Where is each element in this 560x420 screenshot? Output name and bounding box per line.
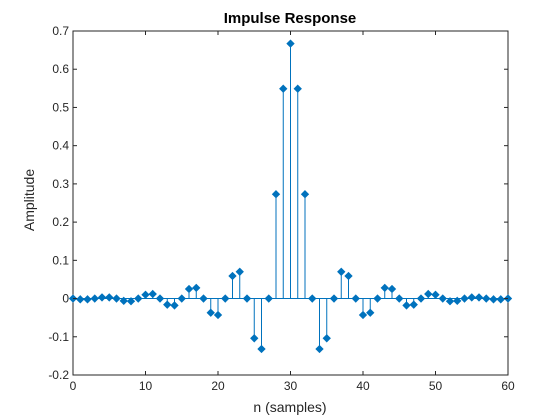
stem-marker <box>148 289 157 299</box>
stem-marker <box>358 310 368 320</box>
stem-marker <box>184 284 194 294</box>
stem-marker <box>90 294 99 303</box>
stem-marker <box>424 289 433 299</box>
stem-markers <box>68 39 513 354</box>
x-tick-label: 0 <box>70 379 77 393</box>
y-tick-label: -0.2 <box>48 368 69 382</box>
stem-marker <box>271 190 281 199</box>
stem-marker <box>373 294 382 303</box>
stem-marker <box>228 271 237 281</box>
stem-marker <box>177 294 186 303</box>
stem-marker <box>416 294 426 303</box>
x-tick-label: 60 <box>501 379 515 393</box>
stem-marker <box>293 84 302 93</box>
stem-marker <box>431 290 440 299</box>
stem-marker <box>221 294 230 303</box>
x-tick-label: 20 <box>211 379 225 393</box>
stem-marker <box>474 293 484 302</box>
stem-marker <box>496 295 505 304</box>
stem-marker <box>445 297 455 306</box>
stem-marker <box>97 293 107 302</box>
stem-marker <box>337 267 346 276</box>
axis-ticks: 0 10 20 30 40 50 60 -0.2 -0.1 0 0.1 0.2 0.3 0.4 0.5 0.6… <box>48 24 515 393</box>
stem-marker <box>242 294 252 303</box>
stem-marker <box>482 294 491 303</box>
stem-marker <box>409 300 418 309</box>
stem-marker <box>322 334 331 343</box>
x-tick-label: 10 <box>139 379 153 393</box>
stem-marker <box>126 297 136 306</box>
stem-marker <box>438 294 447 303</box>
y-axis-label: Amplitude <box>21 169 37 231</box>
stem-marker <box>300 190 310 199</box>
stem-marker <box>192 283 201 293</box>
y-tick-label: 0.1 <box>52 253 69 267</box>
stem-marker <box>329 294 339 303</box>
stem-marker <box>105 293 114 302</box>
x-tick-label: 50 <box>429 379 443 393</box>
y-tick-label: -0.1 <box>48 330 69 344</box>
y-tick-label: 0.7 <box>52 24 69 38</box>
stem-marker <box>134 294 143 303</box>
y-tick-label: 0.3 <box>52 177 69 191</box>
x-tick-label: 30 <box>284 379 298 393</box>
stem-marker <box>467 293 476 302</box>
stem-marker <box>155 294 165 303</box>
stem-marker <box>170 301 179 310</box>
stem-marker <box>489 295 498 304</box>
stem-marker <box>76 295 85 304</box>
stem-marker <box>83 295 92 304</box>
stem-marker <box>395 294 404 303</box>
y-tick-label: 0.4 <box>52 139 69 153</box>
stem-marker <box>112 294 121 303</box>
chart-title: Impulse Response <box>224 10 357 27</box>
stem-marker <box>460 294 469 303</box>
stem-marker <box>308 294 317 303</box>
stem-marker <box>257 344 266 354</box>
stem-marker <box>206 308 215 317</box>
y-tick-label: 0.5 <box>52 100 69 114</box>
stem-marker <box>235 267 244 276</box>
stem-marker <box>366 308 375 317</box>
stem-marker <box>163 300 172 309</box>
stem-marker <box>250 334 259 343</box>
x-axis-label: n (samples) <box>253 399 326 415</box>
stem-marker <box>264 294 273 303</box>
stem-marker <box>344 271 353 281</box>
stem-marker <box>141 290 150 299</box>
stem-marker <box>286 39 295 48</box>
y-tick-label: 0 <box>62 292 69 306</box>
stem-marker <box>315 344 324 354</box>
y-tick-label: 0.6 <box>52 62 69 76</box>
stem-marker <box>380 283 389 293</box>
stem-marker <box>453 296 462 306</box>
y-tick-label: 0.2 <box>52 215 69 229</box>
stem-marker <box>119 296 128 306</box>
stem-marker <box>387 284 397 294</box>
x-tick-label: 40 <box>356 379 370 393</box>
stem-marker <box>402 301 411 310</box>
stem-marker <box>213 310 223 320</box>
stem-marker <box>199 294 208 303</box>
stem-marker <box>351 294 360 303</box>
stem-marker <box>279 84 288 93</box>
